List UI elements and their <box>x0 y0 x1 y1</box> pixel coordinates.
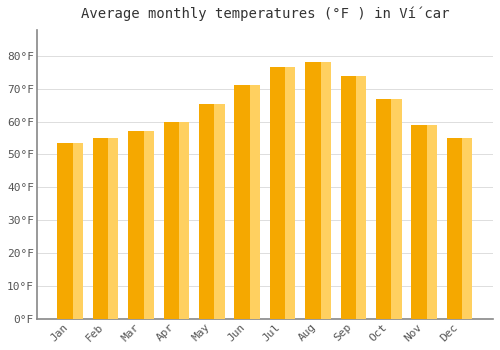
Bar <box>270 67 285 319</box>
Bar <box>144 132 154 319</box>
Bar <box>285 67 296 319</box>
Bar <box>356 76 366 319</box>
Bar <box>392 99 402 319</box>
Bar <box>58 143 73 319</box>
Bar <box>462 138 472 319</box>
Bar <box>73 143 83 319</box>
Bar <box>305 62 320 319</box>
Bar <box>214 104 224 319</box>
Bar <box>340 76 356 319</box>
Bar <box>93 138 108 319</box>
Bar <box>320 62 330 319</box>
Bar <box>234 85 250 319</box>
Bar <box>199 104 214 319</box>
Bar <box>412 125 426 319</box>
Bar <box>179 121 189 319</box>
Bar <box>108 138 118 319</box>
Bar <box>250 85 260 319</box>
Title: Average monthly temperatures (°F ) in Ví́car: Average monthly temperatures (°F ) in Ví… <box>80 7 449 21</box>
Bar <box>447 138 462 319</box>
Bar <box>164 121 179 319</box>
Bar <box>376 99 392 319</box>
Bar <box>426 125 437 319</box>
Bar <box>128 132 144 319</box>
